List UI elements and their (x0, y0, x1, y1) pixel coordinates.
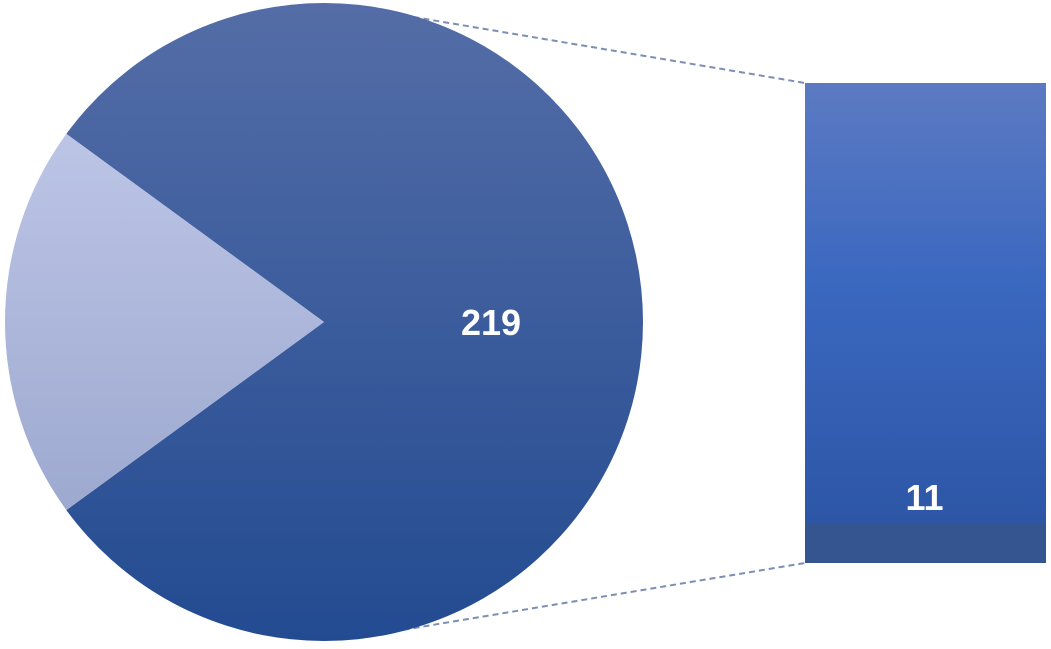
pie-slice-other (4, 133, 324, 511)
bar-data-label: 11 (905, 477, 943, 518)
pie-data-label-main: 219 (461, 302, 521, 343)
connector-line-bottom (383, 562, 806, 634)
bar-segment-2 (805, 523, 1046, 563)
bar-segment-1 (805, 83, 1046, 523)
pie-slice-main (66, 2, 643, 641)
connector-line-top (383, 11, 806, 84)
